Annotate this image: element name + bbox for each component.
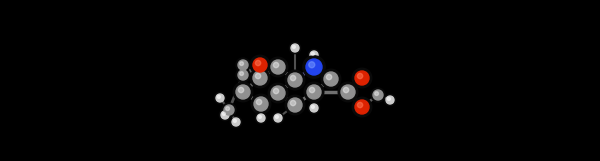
Circle shape: [224, 105, 234, 115]
Circle shape: [274, 114, 282, 122]
Circle shape: [217, 95, 220, 98]
Circle shape: [385, 94, 395, 106]
Circle shape: [240, 72, 244, 76]
Circle shape: [307, 85, 321, 99]
Circle shape: [288, 98, 302, 112]
Circle shape: [290, 75, 296, 81]
Circle shape: [221, 111, 229, 119]
Circle shape: [251, 94, 271, 114]
Circle shape: [236, 68, 250, 82]
Circle shape: [230, 116, 242, 128]
Circle shape: [216, 94, 224, 102]
Circle shape: [311, 105, 314, 108]
Circle shape: [324, 72, 338, 86]
Circle shape: [240, 62, 244, 66]
Circle shape: [352, 68, 372, 88]
Circle shape: [256, 60, 261, 66]
Circle shape: [254, 97, 268, 111]
Circle shape: [306, 59, 322, 75]
Circle shape: [310, 104, 318, 112]
Circle shape: [253, 58, 267, 72]
Circle shape: [308, 102, 320, 114]
Circle shape: [268, 83, 288, 103]
Circle shape: [371, 88, 385, 102]
Circle shape: [310, 87, 315, 93]
Circle shape: [285, 70, 305, 90]
Circle shape: [373, 90, 383, 100]
Circle shape: [256, 73, 261, 79]
Circle shape: [288, 73, 302, 87]
Circle shape: [250, 68, 270, 88]
Circle shape: [309, 62, 315, 68]
Circle shape: [233, 82, 253, 102]
Circle shape: [375, 92, 379, 95]
Circle shape: [226, 107, 229, 110]
Circle shape: [220, 109, 230, 121]
Circle shape: [358, 102, 363, 108]
Circle shape: [233, 119, 236, 122]
Circle shape: [326, 74, 332, 80]
Circle shape: [222, 103, 236, 117]
Circle shape: [352, 97, 372, 117]
Circle shape: [271, 60, 285, 74]
Circle shape: [238, 70, 248, 80]
Circle shape: [274, 62, 279, 68]
Circle shape: [257, 114, 265, 122]
Circle shape: [311, 52, 314, 55]
Circle shape: [256, 99, 262, 105]
Circle shape: [285, 95, 305, 115]
Circle shape: [303, 56, 325, 78]
Circle shape: [341, 85, 355, 99]
Circle shape: [290, 100, 296, 106]
Circle shape: [308, 49, 320, 61]
Circle shape: [343, 87, 349, 93]
Circle shape: [275, 115, 278, 118]
Circle shape: [238, 60, 248, 70]
Circle shape: [386, 96, 394, 104]
Circle shape: [232, 118, 240, 126]
Circle shape: [291, 44, 299, 52]
Circle shape: [256, 112, 266, 124]
Circle shape: [274, 88, 279, 94]
Circle shape: [289, 42, 301, 54]
Circle shape: [250, 55, 270, 75]
Circle shape: [358, 73, 363, 79]
Circle shape: [388, 97, 391, 100]
Circle shape: [292, 45, 295, 48]
Circle shape: [238, 87, 244, 93]
Circle shape: [259, 115, 262, 118]
Circle shape: [271, 86, 285, 100]
Circle shape: [338, 82, 358, 102]
Circle shape: [236, 85, 250, 99]
Circle shape: [214, 92, 226, 104]
Circle shape: [253, 71, 267, 85]
Circle shape: [321, 69, 341, 89]
Circle shape: [223, 112, 226, 115]
Circle shape: [236, 58, 250, 72]
Circle shape: [355, 71, 369, 85]
Circle shape: [355, 100, 369, 114]
Circle shape: [272, 112, 284, 124]
Circle shape: [268, 57, 288, 77]
Circle shape: [310, 51, 318, 59]
Circle shape: [304, 82, 324, 102]
